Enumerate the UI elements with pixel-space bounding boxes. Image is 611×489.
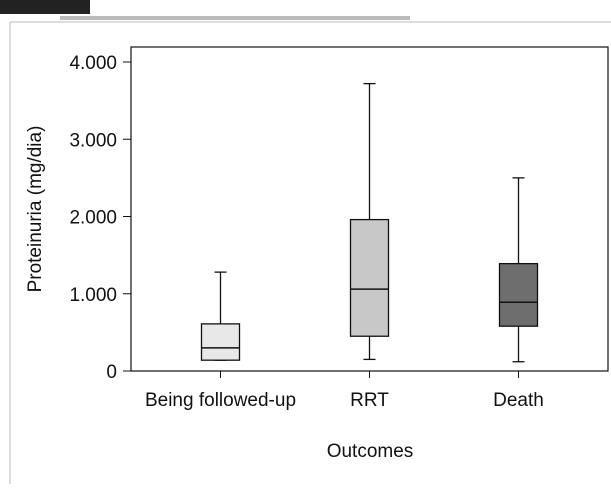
box	[349, 218, 390, 337]
figure-caption-fragment	[0, 0, 90, 14]
box	[498, 262, 539, 327]
cropped-caption	[60, 16, 410, 20]
x-axis-label: Outcomes	[327, 441, 414, 462]
y-tick-label: 1.000	[69, 285, 117, 306]
x-tick-label: Being followed-up	[145, 390, 296, 411]
frame	[9, 21, 611, 484]
y-axis-label: Proteinuria (mg/dia)	[25, 126, 46, 293]
x-tick-label: Death	[493, 390, 544, 411]
y-tick-label: 4.000	[69, 53, 117, 74]
y-tick-label: 3.000	[69, 130, 117, 151]
box	[200, 323, 241, 361]
x-tick-label: RRT	[350, 390, 389, 411]
y-tick-label: 0	[106, 362, 117, 383]
y-tick-label: 2.000	[69, 208, 117, 229]
